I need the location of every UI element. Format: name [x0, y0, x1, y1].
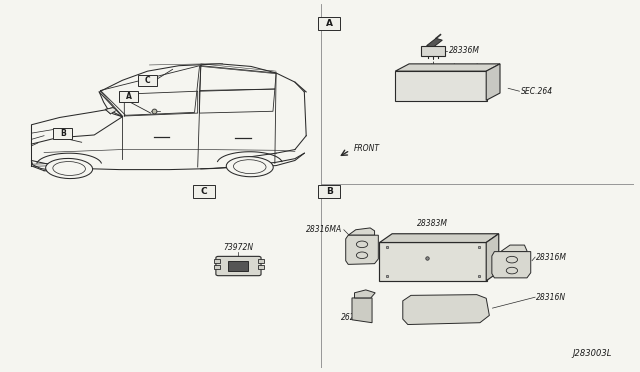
FancyBboxPatch shape	[319, 17, 340, 30]
Text: 28316N: 28316N	[536, 293, 566, 302]
Polygon shape	[492, 251, 531, 278]
Text: B: B	[60, 129, 66, 138]
Ellipse shape	[234, 160, 266, 174]
FancyBboxPatch shape	[214, 265, 220, 269]
FancyBboxPatch shape	[421, 46, 445, 56]
Text: SEC.264: SEC.264	[521, 87, 553, 96]
Text: 28316M: 28316M	[536, 253, 568, 262]
Polygon shape	[346, 235, 378, 264]
Polygon shape	[380, 234, 499, 243]
FancyBboxPatch shape	[228, 261, 248, 271]
Polygon shape	[427, 38, 442, 48]
Polygon shape	[486, 234, 499, 281]
FancyBboxPatch shape	[193, 185, 215, 198]
FancyBboxPatch shape	[319, 185, 340, 198]
Text: 26212: 26212	[340, 313, 365, 322]
FancyBboxPatch shape	[258, 265, 264, 269]
Polygon shape	[348, 228, 374, 235]
Text: A: A	[126, 92, 132, 101]
FancyBboxPatch shape	[216, 256, 261, 276]
FancyBboxPatch shape	[258, 259, 264, 263]
FancyBboxPatch shape	[214, 259, 220, 263]
Text: C: C	[145, 76, 150, 85]
FancyBboxPatch shape	[119, 91, 138, 102]
FancyBboxPatch shape	[138, 75, 157, 86]
Polygon shape	[403, 295, 490, 324]
FancyBboxPatch shape	[53, 128, 72, 139]
Text: J283003L: J283003L	[572, 349, 612, 358]
Ellipse shape	[45, 158, 93, 179]
Text: 28336M: 28336M	[449, 46, 479, 55]
FancyBboxPatch shape	[379, 242, 487, 281]
FancyBboxPatch shape	[395, 71, 487, 101]
Text: C: C	[201, 187, 207, 196]
Ellipse shape	[227, 157, 273, 177]
Polygon shape	[500, 245, 527, 251]
Polygon shape	[396, 64, 500, 71]
Polygon shape	[486, 64, 500, 100]
Polygon shape	[106, 108, 116, 114]
Polygon shape	[355, 290, 375, 298]
Text: A: A	[326, 19, 333, 28]
Text: 73972N: 73972N	[223, 243, 253, 251]
Text: 28316MA: 28316MA	[307, 225, 342, 234]
Polygon shape	[352, 298, 372, 323]
Text: FRONT: FRONT	[354, 144, 380, 153]
Text: 28383M: 28383M	[417, 219, 449, 228]
Ellipse shape	[53, 161, 85, 176]
Text: B: B	[326, 187, 333, 196]
